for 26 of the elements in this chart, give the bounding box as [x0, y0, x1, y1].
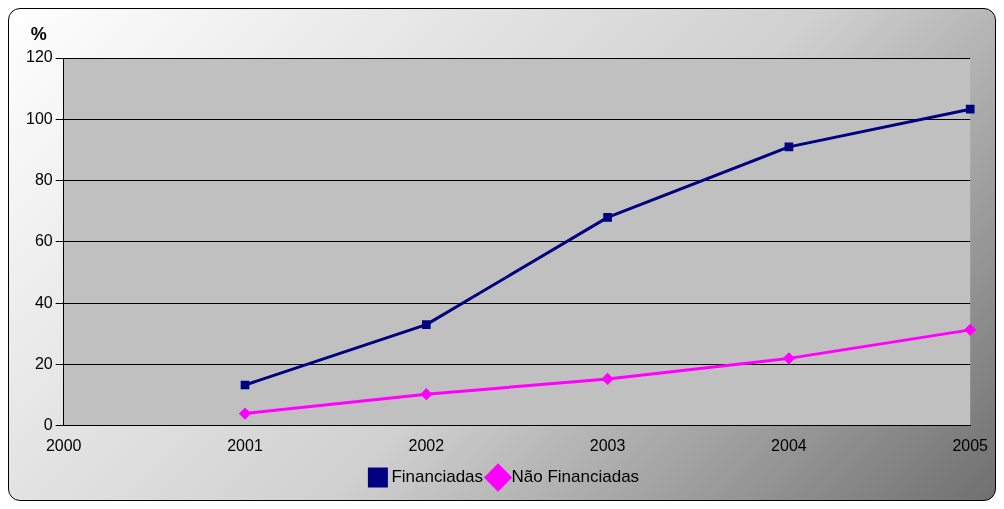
y-tick-label: 120: [25, 48, 53, 66]
y-tick-label: 0: [43, 416, 53, 434]
y-tick-label: 80: [34, 171, 53, 189]
point: [602, 373, 614, 385]
x-tick-label: 2004: [771, 436, 807, 454]
point: [239, 408, 251, 420]
point: [420, 388, 432, 400]
point: [784, 142, 794, 152]
x-tick-label: 2002: [408, 436, 445, 454]
legend-label: Financiadas: [391, 467, 484, 487]
point: [965, 104, 975, 114]
y-axis-title: %: [30, 23, 47, 44]
legend-label: Não Financiadas: [511, 467, 640, 487]
x-tick-label: 2001: [227, 436, 263, 454]
point: [603, 213, 612, 222]
y-tick-label: 60: [34, 232, 53, 250]
x-tick-label: 2000: [45, 436, 82, 454]
y-tick-label: 100: [25, 109, 53, 127]
y-tick-label: 40: [34, 293, 53, 311]
point: [240, 380, 250, 390]
point: [964, 324, 976, 336]
y-tick-label: 20: [34, 354, 53, 372]
x-tick-label: 2003: [589, 436, 626, 454]
point: [783, 352, 795, 364]
point: [421, 320, 431, 329]
x-tick-label: 2005: [952, 436, 989, 454]
